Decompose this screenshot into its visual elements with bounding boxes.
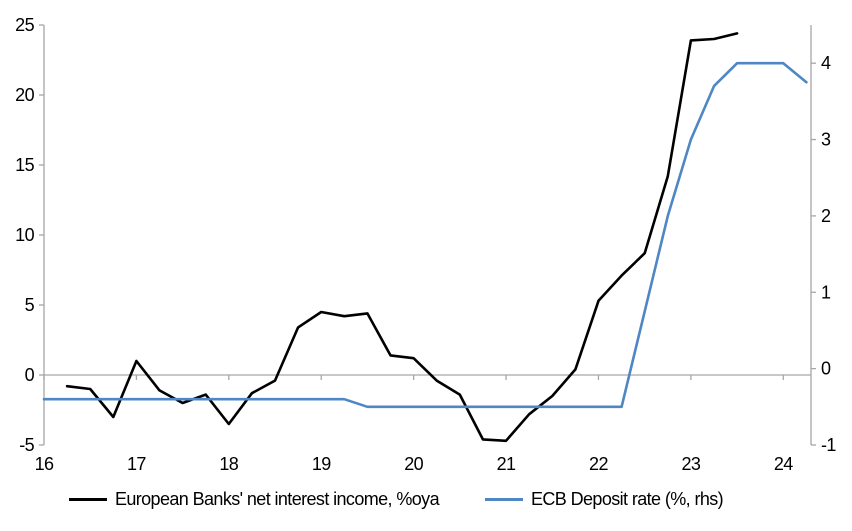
right-axis-tick-label: 2 bbox=[821, 206, 831, 226]
net-interest-income-legend-label: European Banks' net interest income, %oy… bbox=[114, 489, 440, 509]
series-line-1 bbox=[42, 61, 808, 409]
series-line-0 bbox=[65, 32, 739, 443]
left-axis-tick-label: 0 bbox=[25, 365, 35, 385]
right-axis-tick-label: 0 bbox=[821, 359, 831, 379]
right-axis-tick-label: 4 bbox=[821, 53, 831, 73]
right-axis-tick-label: -1 bbox=[821, 435, 836, 455]
left-axis-tick-label: 15 bbox=[15, 155, 34, 175]
x-axis-tick-label: 24 bbox=[774, 454, 793, 474]
ecb-deposit-rate-legend-label: ECB Deposit rate (%, rhs) bbox=[530, 489, 724, 509]
right-axis-tick-label: 3 bbox=[821, 130, 831, 150]
x-axis-tick-label: 17 bbox=[127, 454, 146, 474]
chart-legend: European Banks' net interest income, %oy… bbox=[0, 489, 822, 510]
left-axis-tick-label: 5 bbox=[25, 295, 35, 315]
ecb-deposit-rate-line-swatch bbox=[484, 498, 523, 501]
x-axis-tick-label: 19 bbox=[312, 454, 331, 474]
left-axis-tick-label: -5 bbox=[19, 435, 34, 455]
x-axis-tick-label: 18 bbox=[219, 454, 238, 474]
right-axis-tick-label: 1 bbox=[821, 282, 831, 302]
net-interest-income-line-swatch bbox=[68, 498, 107, 501]
left-axis-tick-label: 10 bbox=[15, 225, 34, 245]
legend-item-ecb-deposit-rate: ECB Deposit rate (%, rhs) bbox=[484, 489, 724, 510]
x-axis-tick-label: 16 bbox=[35, 454, 54, 474]
x-axis-tick-label: 22 bbox=[589, 454, 608, 474]
left-axis-tick-label: 25 bbox=[15, 15, 34, 35]
left-axis-tick-label: 20 bbox=[15, 85, 34, 105]
legend-item-net-interest-income: European Banks' net interest income, %oy… bbox=[68, 489, 440, 510]
x-axis-tick-label: 23 bbox=[681, 454, 700, 474]
x-axis-tick-label: 20 bbox=[404, 454, 423, 474]
x-axis-tick-label: 21 bbox=[497, 454, 516, 474]
